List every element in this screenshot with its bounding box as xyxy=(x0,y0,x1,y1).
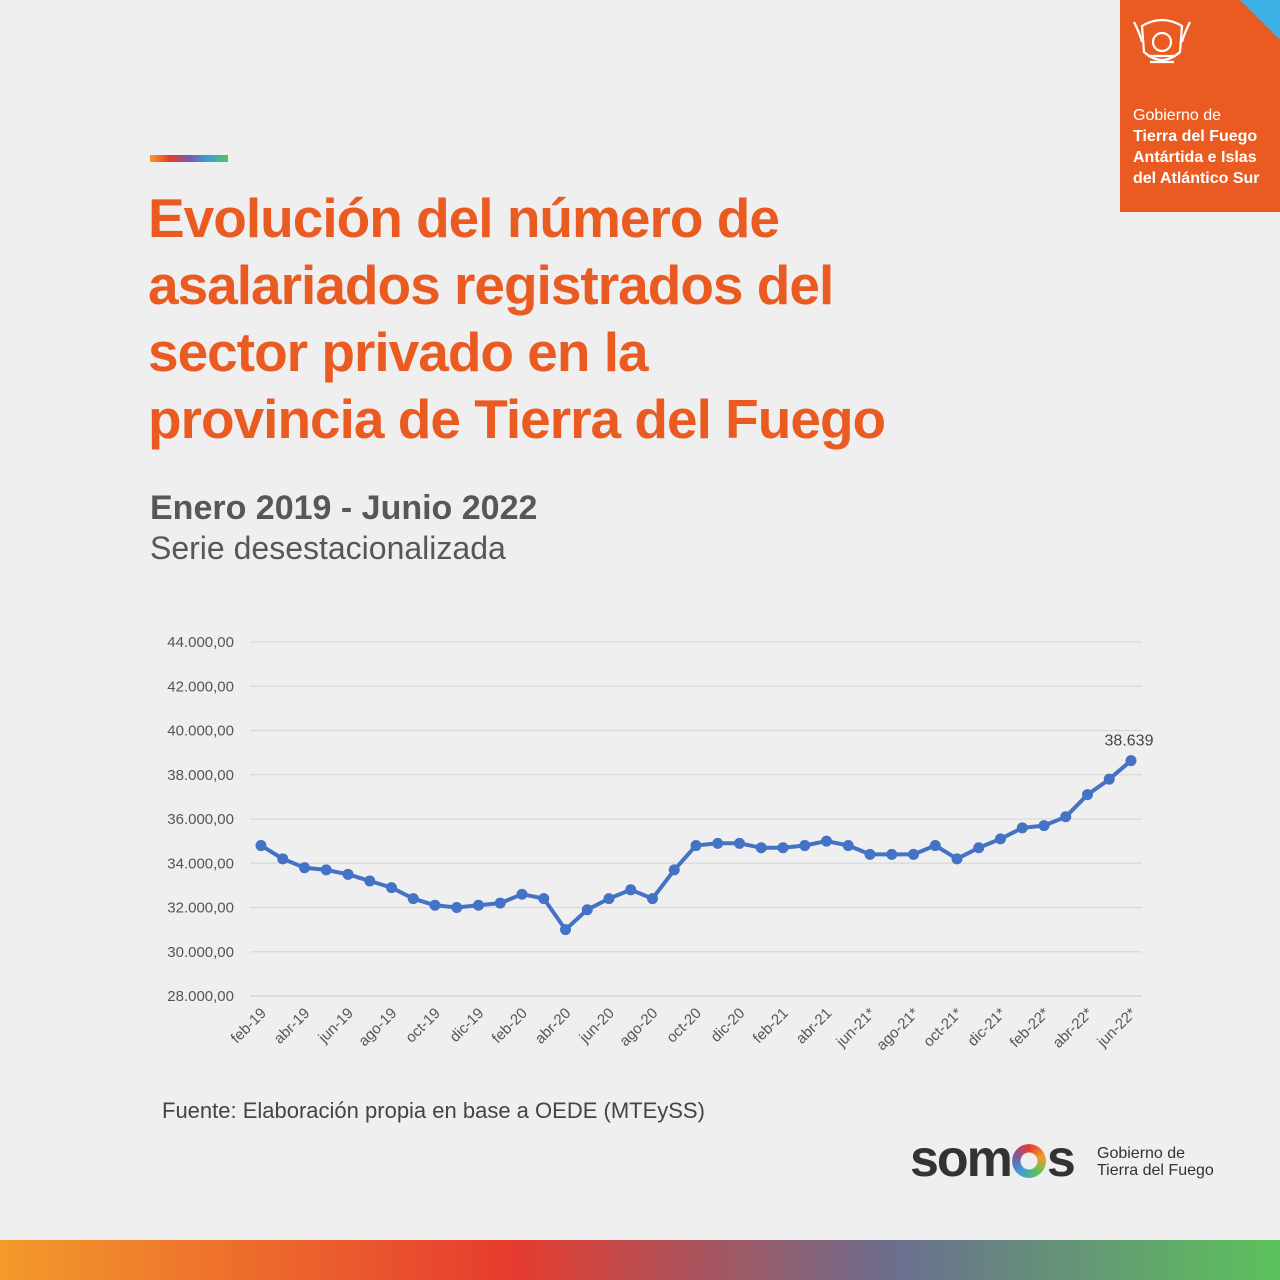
x-tick-label: oct-21* xyxy=(920,1005,966,1051)
x-tick-label: jun-20 xyxy=(576,1005,618,1047)
data-point xyxy=(973,842,985,854)
somos-sub-1: Gobierno de xyxy=(1097,1145,1186,1162)
data-point xyxy=(538,893,550,905)
gov-line-4: del Atlántico Sur xyxy=(1133,170,1260,187)
title-line-4: provincia de Tierra del Fuego xyxy=(148,388,886,450)
data-point xyxy=(929,840,941,852)
data-point xyxy=(386,882,397,894)
data-point xyxy=(342,868,354,880)
data-point xyxy=(451,902,463,913)
data-point xyxy=(842,840,854,852)
data-point xyxy=(755,842,767,854)
data-point xyxy=(908,848,919,860)
y-tick-label: 34.000,00 xyxy=(167,855,234,872)
y-tick-label: 40.000,00 xyxy=(167,723,234,740)
x-tick-label: ago-20 xyxy=(616,1005,661,1050)
x-tick-label: abr-19 xyxy=(271,1005,314,1048)
y-tick-label: 36.000,00 xyxy=(167,811,234,828)
data-point xyxy=(560,924,571,936)
line-chart: 28.000,00 30.000,00 32.000,00 34.000,00 36.0… xyxy=(167,634,1154,1054)
somos-left: som xyxy=(910,1130,1013,1188)
last-value-label: 38.639 xyxy=(1105,733,1154,750)
data-point xyxy=(734,837,745,849)
data-point xyxy=(625,884,637,896)
somos-logo: som s xyxy=(910,1130,1076,1188)
title-line-1: Evolución del número de xyxy=(148,187,780,249)
x-tick-label: dic-19 xyxy=(446,1005,487,1046)
data-point xyxy=(277,853,289,865)
data-point xyxy=(255,840,267,852)
data-point xyxy=(864,848,876,860)
title-line-2: asalariados registrados del xyxy=(148,254,834,316)
y-tick-label: 28.000,00 xyxy=(167,988,234,1005)
data-point xyxy=(712,837,724,849)
x-tick-label: dic-20 xyxy=(707,1005,748,1046)
x-tick-label: dic-21* xyxy=(964,1005,1009,1050)
data-point xyxy=(690,840,702,852)
series-subtitle: Serie desestacionalizada xyxy=(150,530,506,566)
somos-right: s xyxy=(1046,1130,1076,1188)
data-point xyxy=(821,835,832,847)
data-point xyxy=(429,899,441,911)
data-point xyxy=(581,904,593,916)
y-tick-label: 32.000,00 xyxy=(167,900,234,917)
data-point xyxy=(647,893,658,905)
x-tick-label: ago-19 xyxy=(355,1005,400,1050)
x-tick-label: abr-20 xyxy=(532,1005,575,1048)
data-point xyxy=(799,840,811,852)
province-crest-icon xyxy=(1133,18,1191,64)
somos-ring-icon xyxy=(1011,1144,1046,1178)
data-point xyxy=(1125,755,1137,767)
y-tick-label: 38.000,00 xyxy=(167,767,234,784)
x-tick-label: ago-21* xyxy=(873,1005,922,1054)
x-tick-label: abr-22* xyxy=(1050,1005,1097,1052)
x-tick-label: abr-21 xyxy=(793,1005,836,1048)
data-point xyxy=(494,897,506,909)
data-point xyxy=(603,893,615,905)
gov-line-1: Gobierno de xyxy=(1133,107,1222,124)
data-point xyxy=(777,842,789,854)
data-point xyxy=(473,899,484,911)
data-point xyxy=(1082,789,1093,801)
y-tick-label: 42.000,00 xyxy=(167,678,234,695)
x-tick-label: feb-19 xyxy=(228,1005,270,1047)
data-point xyxy=(951,853,963,865)
somos-sub-2: Tierra del Fuego xyxy=(1097,1162,1214,1179)
data-point xyxy=(1038,820,1050,832)
somos-subtitle: Gobierno de Tierra del Fuego xyxy=(1097,1145,1214,1179)
data-point xyxy=(407,893,419,905)
title-line-3: sector privado en la xyxy=(148,321,649,383)
y-tick-label: 30.000,00 xyxy=(167,944,234,961)
data-point xyxy=(995,833,1006,845)
x-tick-label: feb-21 xyxy=(750,1005,792,1047)
x-tick-label: feb-22* xyxy=(1007,1005,1053,1051)
data-point xyxy=(364,875,376,887)
x-tick-label: jun-22* xyxy=(1093,1005,1139,1051)
corner-fold xyxy=(1240,0,1280,40)
gov-line-2: Tierra del Fuego xyxy=(1133,128,1258,145)
y-tick-label: 44.000,00 xyxy=(167,634,234,651)
data-point xyxy=(1060,811,1072,823)
x-tick-label: oct-20 xyxy=(663,1005,705,1047)
x-tick-label: feb-20 xyxy=(489,1005,531,1047)
data-point xyxy=(886,848,898,860)
gov-logo-text: Gobierno de Tierra del Fuego Antártida e… xyxy=(1133,105,1260,189)
page-title: Evolución del número de asalariados regi… xyxy=(148,185,1048,453)
bottom-color-stripe xyxy=(0,1240,1280,1280)
data-point xyxy=(299,862,310,874)
data-point xyxy=(320,864,332,876)
data-point xyxy=(1103,773,1115,785)
x-tick-label: jun-19 xyxy=(315,1005,357,1047)
x-tick-label: jun-21* xyxy=(832,1005,878,1051)
gov-line-3: Antártida e Islas xyxy=(1133,149,1257,166)
data-point xyxy=(516,888,528,900)
accent-bar xyxy=(150,155,228,162)
period-subtitle: Enero 2019 - Junio 2022 xyxy=(150,489,538,527)
data-point xyxy=(668,864,680,876)
source-note: Fuente: Elaboración propia en base a OED… xyxy=(162,1098,705,1123)
data-point xyxy=(1016,822,1028,834)
x-tick-label: oct-19 xyxy=(402,1005,444,1047)
